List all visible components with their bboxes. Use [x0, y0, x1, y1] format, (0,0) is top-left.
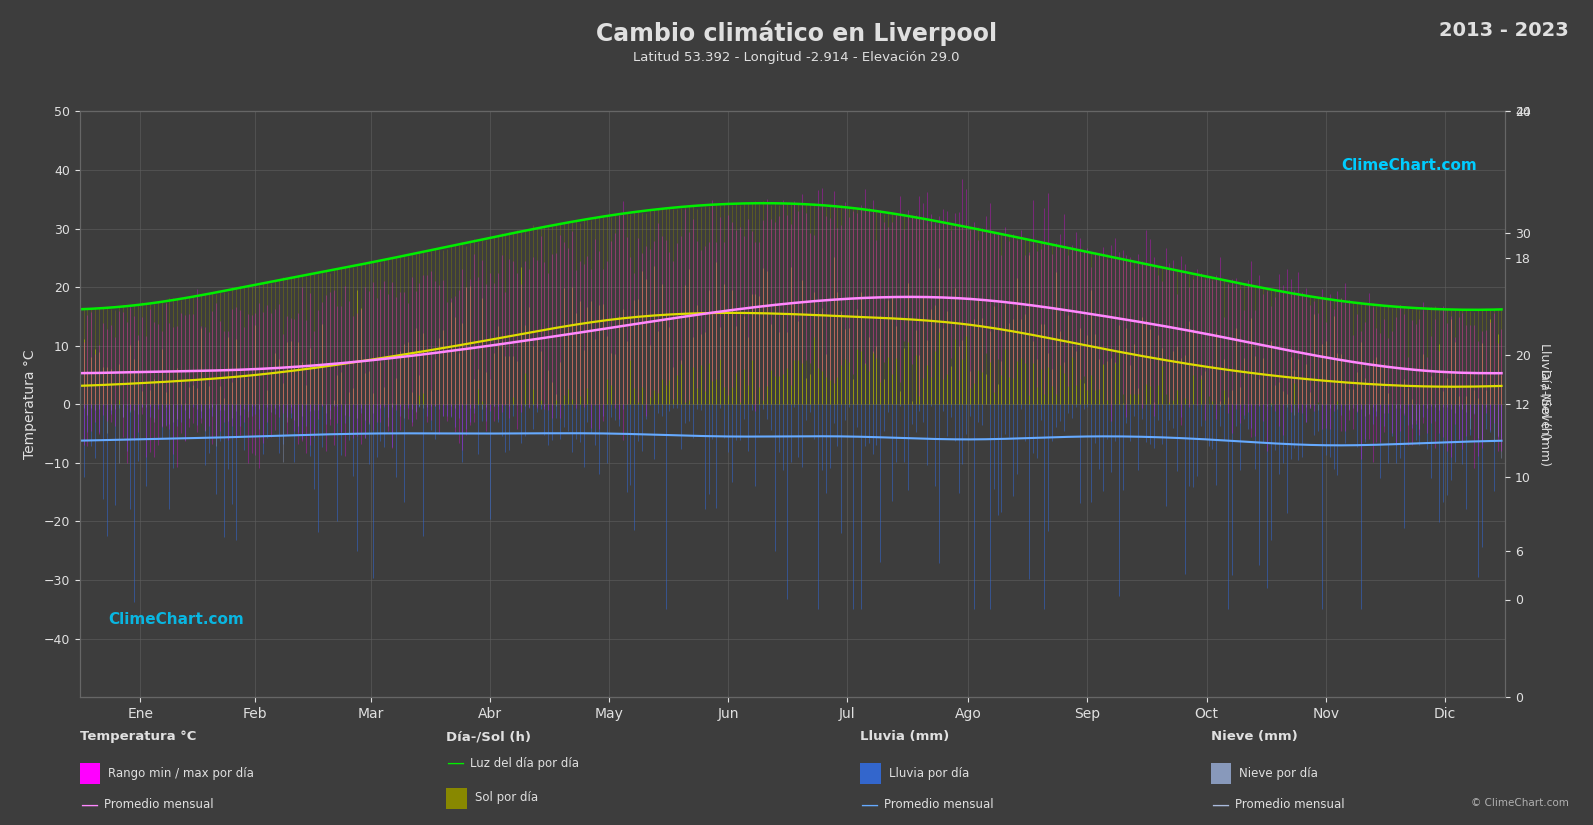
Text: Latitud 53.392 - Longitud -2.914 - Elevación 29.0: Latitud 53.392 - Longitud -2.914 - Eleva…	[634, 51, 959, 64]
Text: Lluvia por día: Lluvia por día	[889, 766, 969, 780]
Text: © ClimeChart.com: © ClimeChart.com	[1472, 799, 1569, 808]
Text: Lluvia (mm): Lluvia (mm)	[860, 730, 949, 743]
Text: Luz del día por día: Luz del día por día	[470, 757, 578, 770]
Text: Sol por día: Sol por día	[475, 791, 538, 804]
Text: Nieve por día: Nieve por día	[1239, 766, 1319, 780]
Y-axis label: Día-/Sol (h): Día-/Sol (h)	[1539, 369, 1552, 440]
Text: Promedio mensual: Promedio mensual	[1235, 798, 1344, 811]
Text: —: —	[80, 795, 97, 813]
Text: ClimeChart.com: ClimeChart.com	[1341, 158, 1477, 173]
Text: Cambio climático en Liverpool: Cambio climático en Liverpool	[596, 21, 997, 46]
Text: Nieve (mm): Nieve (mm)	[1211, 730, 1297, 743]
Text: —: —	[446, 754, 464, 772]
Text: Promedio mensual: Promedio mensual	[104, 798, 213, 811]
Text: —: —	[860, 795, 878, 813]
Text: Temperatura °C: Temperatura °C	[80, 730, 196, 743]
Text: 2013 - 2023: 2013 - 2023	[1440, 21, 1569, 40]
Y-axis label: Temperatura °C: Temperatura °C	[22, 350, 37, 459]
Text: Promedio mensual: Promedio mensual	[884, 798, 994, 811]
Text: ClimeChart.com: ClimeChart.com	[108, 612, 244, 627]
Text: Día-/Sol (h): Día-/Sol (h)	[446, 730, 530, 743]
Text: —: —	[1211, 795, 1228, 813]
Text: Rango min / max por día: Rango min / max por día	[108, 766, 255, 780]
Y-axis label: Lluvia / Nieve (mm): Lluvia / Nieve (mm)	[1539, 342, 1552, 466]
